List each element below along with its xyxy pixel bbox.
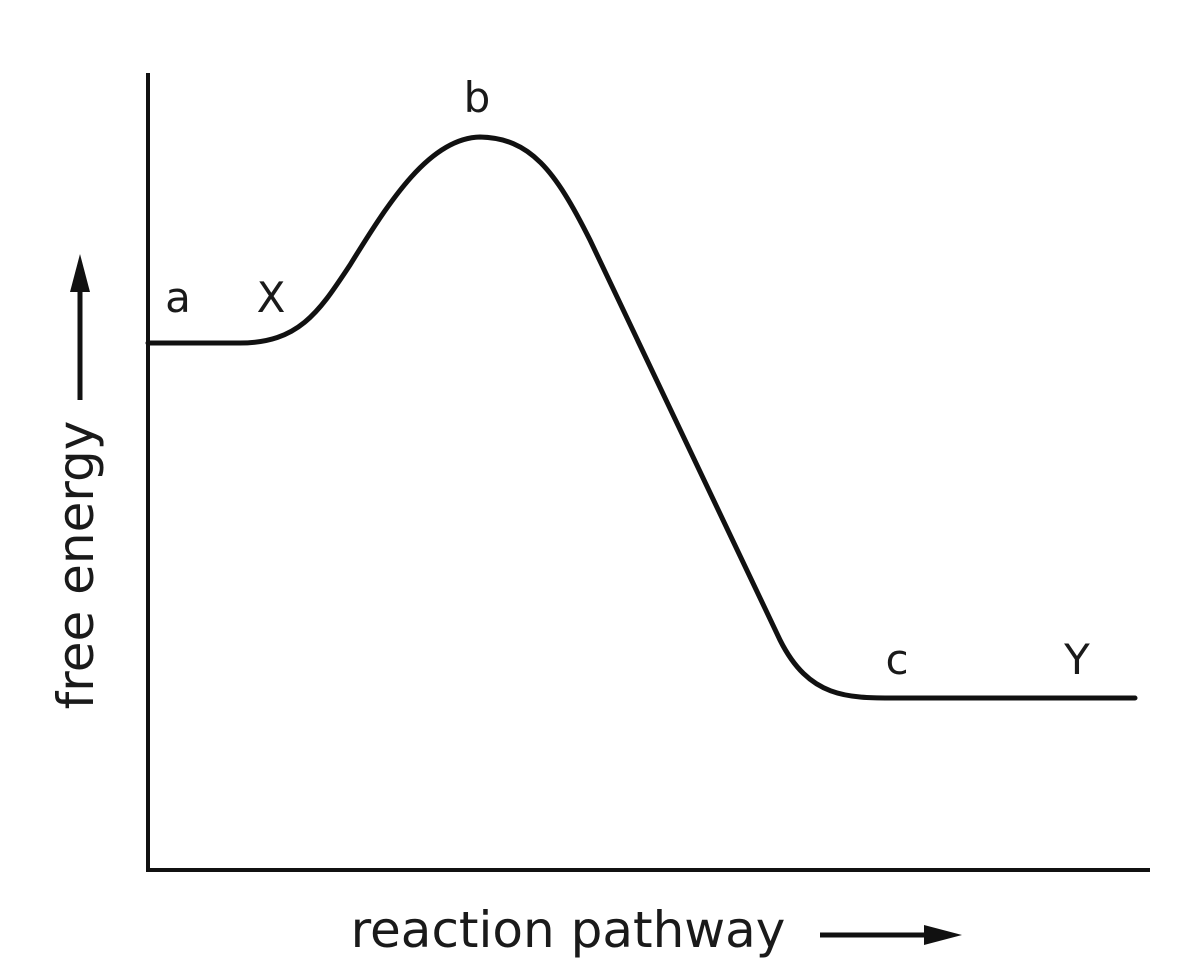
point-label-a: a (165, 273, 191, 322)
point-label-y: Y (1063, 635, 1090, 684)
x-axis-arrow-icon (820, 925, 962, 945)
point-label-c: c (885, 635, 908, 684)
y-axis-arrow-icon (70, 254, 90, 400)
energy-curve (145, 134, 1138, 701)
point-label-x: X (257, 273, 286, 322)
y-axis-label: free energy (47, 421, 105, 710)
point-label-b: b (464, 73, 491, 122)
x-axis-label: reaction pathway (351, 901, 786, 959)
